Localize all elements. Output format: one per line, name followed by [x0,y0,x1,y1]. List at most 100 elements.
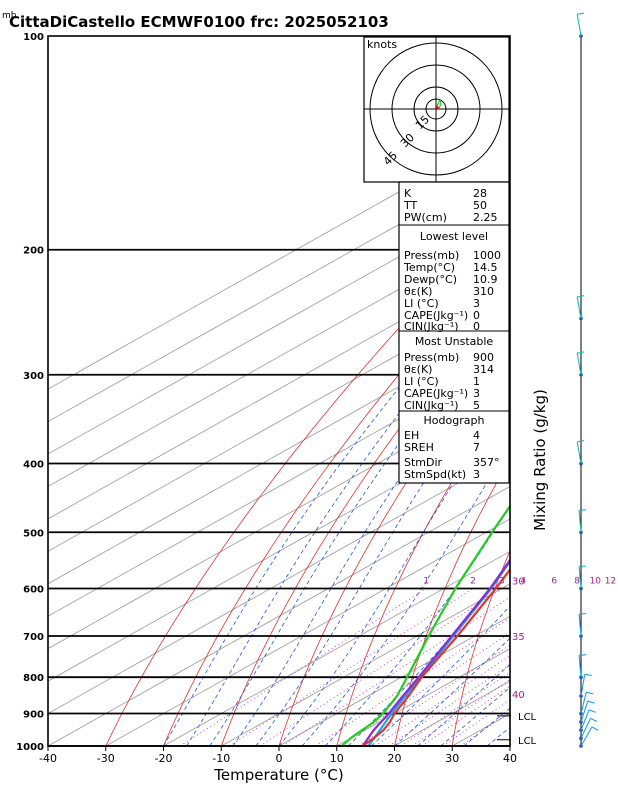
index-value: 28 [473,187,487,200]
isotherm-line [48,453,510,714]
index-value: 314 [473,363,494,376]
index-label: LI (°C) [404,297,439,310]
index-value: 4 [473,429,480,442]
index-value: 3 [473,387,480,400]
isotherm-line [48,485,510,746]
mixing-ratio-label: 8 [574,576,580,586]
index-value: 5 [473,399,480,412]
index-value: 0 [473,309,480,322]
wind-barb [576,296,582,319]
theta-e-labels: 30 35 40 [512,576,525,700]
wind-barbs [576,12,599,748]
mixing-ratio-label: 1 [423,576,429,586]
isotherm-line [48,421,510,682]
dry-adiabat [394,458,510,746]
index-value: 3 [473,468,480,481]
isotherms [48,36,618,746]
wind-barb [578,510,582,533]
index-label: Dewp(°C) [404,273,457,286]
indices-table: K 28 TT 50 PW(cm) 2.25 Lowest level Pres… [398,181,510,484]
wind-barb [580,726,593,747]
wind-barb-flag [579,509,587,511]
index-value: 7 [473,441,480,454]
dry-adiabat [568,36,618,746]
p-tick-label: 900 [23,710,44,721]
x-tick-label: -10 [212,752,230,765]
x-tick-label: 40 [503,752,517,765]
lcl-label: LCL [518,736,537,747]
p-tick-label: 800 [23,673,44,684]
index-label: TT [403,199,418,212]
index-label: StmSpd(kt) [404,468,466,481]
index-label: θε(K) [404,363,432,376]
wind-barb-flag [577,12,585,15]
index-value: 0 [473,320,480,333]
index-value: 357° [473,456,500,469]
p-tick-labels: 100 200 300 400 500 600 700 800 900 1000 [16,32,44,753]
mixing-ratio-label: 3 [499,576,505,586]
moist-adiabats [163,259,510,746]
p-tick-label: 300 [23,371,44,382]
isotherm-line [278,615,510,746]
isotherm-line [48,356,510,617]
chart-title: CittaDiCastello ECMWF0100 frc: 202505210… [9,13,389,31]
isotherm-line [568,36,618,746]
temperature-line [362,567,510,746]
storm-motion-marker [435,106,439,110]
p-tick-label: 500 [23,528,44,539]
mixing-ratio-label: 10 [590,576,602,586]
lcl-markers: LCL LCL [497,712,537,747]
index-value: 14.5 [473,261,498,274]
theta-e-label: 30 [512,576,525,587]
moist-adiabat [371,605,510,746]
wind-barb-flag [584,673,592,676]
dry-adiabat [451,549,510,746]
index-value: 310 [473,285,494,298]
p-tick-label: 1000 [16,742,44,753]
index-value: 1000 [473,249,501,262]
isotherm-line [48,193,510,455]
wind-barb-flag [577,440,585,443]
index-label: Press(mb) [404,351,459,364]
p-tick-label: 400 [23,459,44,470]
wind-barb [580,718,592,739]
index-label: Press(mb) [404,249,459,262]
wind-barb [576,353,582,375]
x-tick-labels: -40 -30 -20 -10 0 10 20 30 40 [39,746,517,765]
wind-barb-flag [577,351,585,354]
index-value: 2.25 [473,211,498,224]
lcl-label: LCL [518,712,537,723]
isotherm-line [509,745,510,746]
wind-barb [576,14,582,37]
wind-barb-flag [579,654,587,656]
wind-barb-flag [579,565,587,568]
x-tick-label: 10 [330,752,344,765]
wind-barb-flag [590,717,598,722]
wind-barb [578,655,582,678]
wind-barb-flag [586,691,594,695]
wind-barb [580,700,589,723]
isotherm-line [105,518,510,746]
isotherm-line [221,583,510,746]
index-label: θε(K) [404,285,432,298]
hodograph: knots 15 30 45 [363,36,510,183]
index-value: 50 [473,199,487,212]
index-label: CIN(Jkg⁻¹) [404,320,459,333]
wind-barb [580,674,586,696]
section-header: Most Unstable [415,335,494,348]
section-header: Lowest level [420,230,488,243]
x-tick-label: 20 [388,752,402,765]
section-header: Hodograph [424,414,485,427]
wind-barb [578,614,582,637]
p-tick-label: 600 [23,584,44,595]
indices-frame [398,181,510,484]
x-tick-label: -20 [155,752,173,765]
wind-barb-flag [591,726,599,731]
hodograph-label: knots [367,38,397,51]
wind-barb [578,566,582,589]
isotherm-line [48,291,510,552]
index-label: CAPE(Jkg⁻¹) [404,309,468,322]
index-value: 10.9 [473,273,498,286]
wind-barb [576,441,582,464]
index-label: PW(cm) [404,211,447,224]
